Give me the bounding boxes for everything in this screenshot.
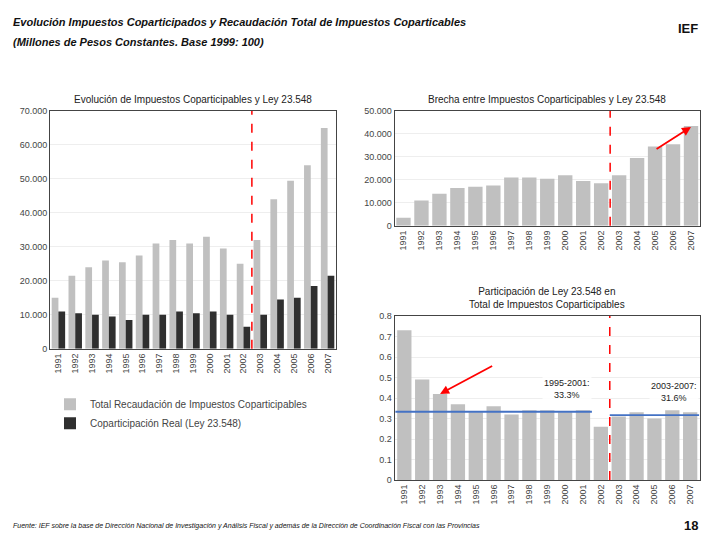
svg-text:18: 18 <box>684 518 698 533</box>
svg-text:2005: 2005 <box>649 485 659 505</box>
svg-text:1997: 1997 <box>506 230 516 250</box>
svg-text:20.000: 20.000 <box>20 276 48 286</box>
svg-text:0.7: 0.7 <box>379 332 392 342</box>
svg-text:Fuente: IEF sobre la base de D: Fuente: IEF sobre la base de Dirección N… <box>13 522 480 530</box>
svg-text:0.5: 0.5 <box>379 373 392 383</box>
svg-text:2001: 2001 <box>222 353 232 373</box>
svg-text:1995: 1995 <box>121 353 131 373</box>
svg-text:1992: 1992 <box>417 485 427 505</box>
svg-text:20.000: 20.000 <box>364 175 392 185</box>
svg-text:1995: 1995 <box>470 230 480 250</box>
svg-text:1993: 1993 <box>434 230 444 250</box>
svg-text:40.000: 40.000 <box>364 129 392 139</box>
svg-text:10.000: 10.000 <box>364 198 392 208</box>
svg-text:0.2: 0.2 <box>379 434 392 444</box>
svg-text:0: 0 <box>387 475 392 485</box>
svg-text:Evolución de Impuestos Coparti: Evolución de Impuestos Coparticipables y… <box>74 94 312 105</box>
svg-text:1991: 1991 <box>398 230 408 250</box>
svg-text:50.000: 50.000 <box>364 106 392 116</box>
svg-text:1994: 1994 <box>453 485 463 505</box>
svg-text:1996: 1996 <box>488 230 498 250</box>
svg-text:50.000: 50.000 <box>20 174 48 184</box>
svg-text:1992: 1992 <box>416 230 426 250</box>
svg-text:2006: 2006 <box>306 353 316 373</box>
svg-text:0.1: 0.1 <box>379 455 392 465</box>
svg-text:2004: 2004 <box>632 230 642 250</box>
svg-text:1998: 1998 <box>524 230 534 250</box>
svg-text:2006: 2006 <box>668 230 678 250</box>
svg-text:1995: 1995 <box>471 485 481 505</box>
svg-text:2000: 2000 <box>560 485 570 505</box>
svg-text:10.000: 10.000 <box>20 310 48 320</box>
svg-text:1996: 1996 <box>137 353 147 373</box>
svg-text:0: 0 <box>387 221 392 231</box>
svg-text:2003: 2003 <box>614 230 624 250</box>
svg-text:2003: 2003 <box>614 485 624 505</box>
svg-text:0.4: 0.4 <box>379 393 392 403</box>
svg-text:(Millones de Pesos Constantes.: (Millones de Pesos Constantes. Base 1999… <box>13 36 264 48</box>
svg-text:70.000: 70.000 <box>20 106 48 116</box>
svg-text:1991: 1991 <box>53 353 63 373</box>
svg-text:2003: 2003 <box>255 353 265 373</box>
svg-text:2005: 2005 <box>650 230 660 250</box>
svg-text:40.000: 40.000 <box>20 208 48 218</box>
svg-text:2001: 2001 <box>578 485 588 505</box>
svg-text:1993: 1993 <box>87 353 97 373</box>
svg-text:2000: 2000 <box>205 353 215 373</box>
svg-text:2002: 2002 <box>596 485 606 505</box>
svg-text:0: 0 <box>42 344 47 354</box>
svg-text:1999: 1999 <box>542 230 552 250</box>
svg-text:1996: 1996 <box>489 485 499 505</box>
svg-text:30.000: 30.000 <box>20 242 48 252</box>
svg-text:1997: 1997 <box>154 353 164 373</box>
svg-text:1998: 1998 <box>171 353 181 373</box>
svg-text:1994: 1994 <box>452 230 462 250</box>
svg-text:2004: 2004 <box>631 485 641 505</box>
svg-text:0.6: 0.6 <box>379 352 392 362</box>
svg-text:Coparticipación Real (Ley 23.5: Coparticipación Real (Ley 23.548) <box>90 418 241 429</box>
svg-text:2007: 2007 <box>323 353 333 373</box>
svg-text:1991: 1991 <box>399 485 409 505</box>
svg-text:2005: 2005 <box>289 353 299 373</box>
svg-text:0.8: 0.8 <box>379 311 392 321</box>
svg-text:1993: 1993 <box>435 485 445 505</box>
svg-text:2000: 2000 <box>560 230 570 250</box>
svg-text:Participación de Ley 23.548 en: Participación de Ley 23.548 enTotal de I… <box>469 286 625 310</box>
svg-text:2004: 2004 <box>272 353 282 373</box>
svg-text:1998: 1998 <box>524 485 534 505</box>
svg-text:2003-2007:31.6%: 2003-2007:31.6% <box>651 381 697 403</box>
svg-text:1997: 1997 <box>506 485 516 505</box>
svg-text:Evolución Impuestos Coparticip: Evolución Impuestos Coparticipados y Rec… <box>13 16 466 28</box>
svg-text:Total Recaudación de Impuestos: Total Recaudación de Impuestos Copartici… <box>90 399 307 410</box>
svg-text:2001: 2001 <box>578 230 588 250</box>
svg-text:2007: 2007 <box>686 230 696 250</box>
svg-text:1999: 1999 <box>188 353 198 373</box>
svg-text:1992: 1992 <box>70 353 80 373</box>
svg-text:0.3: 0.3 <box>379 414 392 424</box>
svg-text:2002: 2002 <box>238 353 248 373</box>
svg-text:60.000: 60.000 <box>20 140 48 150</box>
svg-text:IEF: IEF <box>678 21 698 36</box>
svg-text:1995-2001:33.3%: 1995-2001:33.3% <box>544 378 590 400</box>
svg-text:2006: 2006 <box>667 485 677 505</box>
svg-text:Brecha entre Impuestos Coparti: Brecha entre Impuestos Coparticipables y… <box>428 94 666 105</box>
svg-text:1999: 1999 <box>542 485 552 505</box>
svg-text:2002: 2002 <box>596 230 606 250</box>
svg-text:2007: 2007 <box>685 485 695 505</box>
svg-text:1994: 1994 <box>104 353 114 373</box>
svg-text:30.000: 30.000 <box>364 152 392 162</box>
